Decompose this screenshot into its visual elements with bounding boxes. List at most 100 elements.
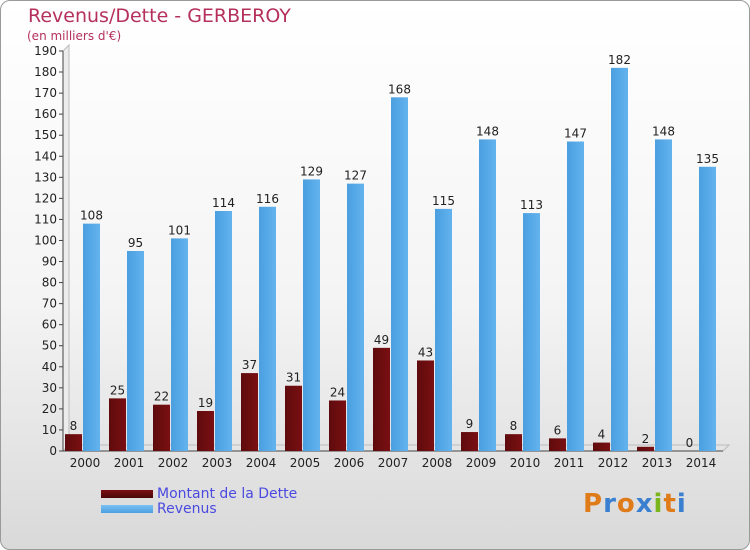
bar-dette bbox=[461, 432, 478, 451]
chart-subtitle: (en milliers d'€) bbox=[27, 29, 122, 43]
bar-revenus bbox=[391, 97, 408, 451]
chart-title: Revenus/Dette - GERBEROY bbox=[28, 5, 291, 27]
bar-revenus bbox=[347, 183, 364, 451]
y-tick-label: 10 bbox=[42, 423, 57, 437]
bar-revenus bbox=[655, 139, 672, 451]
data-label: 37 bbox=[242, 358, 257, 372]
data-label: 43 bbox=[418, 345, 433, 359]
y-tick-label: 190 bbox=[34, 44, 57, 58]
x-tick-label: 2014 bbox=[686, 456, 717, 470]
data-label: 49 bbox=[374, 333, 389, 347]
legend-label-dette: Montant de la Dette bbox=[157, 486, 298, 502]
data-label: 0 bbox=[686, 436, 694, 450]
data-label: 2 bbox=[642, 432, 650, 446]
x-tick-label: 2006 bbox=[334, 456, 365, 470]
legend-label-revenus: Revenus bbox=[157, 501, 217, 517]
x-tick-label: 2010 bbox=[510, 456, 541, 470]
data-label: 95 bbox=[128, 236, 143, 250]
data-label: 108 bbox=[80, 209, 103, 223]
data-label: 115 bbox=[432, 194, 455, 208]
data-label: 168 bbox=[388, 82, 411, 96]
legend-swatch-dette bbox=[101, 490, 153, 498]
x-tick-label: 2012 bbox=[598, 456, 629, 470]
data-label: 19 bbox=[198, 396, 213, 410]
x-tick-label: 2005 bbox=[290, 456, 321, 470]
y-tick-label: 150 bbox=[34, 128, 57, 142]
bar-dette bbox=[285, 385, 302, 451]
data-label: 148 bbox=[476, 124, 499, 138]
data-label: 25 bbox=[110, 383, 125, 397]
data-label: 9 bbox=[466, 417, 474, 431]
x-tick-label: 2004 bbox=[246, 456, 277, 470]
bar-dette bbox=[549, 438, 566, 451]
bar-revenus bbox=[303, 179, 320, 451]
y-tick-label: 40 bbox=[42, 360, 57, 374]
data-label: 147 bbox=[564, 127, 587, 141]
x-tick-label: 2011 bbox=[554, 456, 585, 470]
x-tick-label: 2002 bbox=[158, 456, 189, 470]
bar-dette bbox=[241, 373, 258, 451]
y-tick-label: 140 bbox=[34, 149, 57, 163]
data-label: 182 bbox=[608, 53, 631, 67]
y-tick-label: 90 bbox=[42, 255, 57, 269]
data-label: 114 bbox=[212, 196, 235, 210]
x-tick-label: 2001 bbox=[114, 456, 145, 470]
x-tick-label: 2008 bbox=[422, 456, 453, 470]
y-tick-label: 60 bbox=[42, 318, 57, 332]
bar-dette bbox=[65, 434, 82, 451]
bar-revenus bbox=[567, 141, 584, 452]
bar-dette bbox=[417, 360, 434, 451]
bar-revenus bbox=[523, 213, 540, 451]
y-tick-label: 100 bbox=[34, 233, 57, 247]
bar-dette bbox=[505, 434, 522, 451]
bar-dette bbox=[153, 404, 170, 451]
data-label: 24 bbox=[330, 385, 345, 399]
bar-revenus bbox=[435, 208, 452, 451]
y-tick-label: 80 bbox=[42, 276, 57, 290]
data-label: 31 bbox=[286, 371, 301, 385]
bar-revenus bbox=[479, 139, 496, 451]
x-tick-label: 2000 bbox=[70, 456, 101, 470]
x-tick-label: 2013 bbox=[642, 456, 673, 470]
data-label: 127 bbox=[344, 169, 367, 183]
bar-dette bbox=[109, 398, 126, 451]
y-tick-label: 70 bbox=[42, 297, 57, 311]
x-tick-label: 2009 bbox=[466, 456, 497, 470]
y-tick-label: 130 bbox=[34, 170, 57, 184]
bar-revenus bbox=[127, 251, 144, 451]
y-tick-label: 50 bbox=[42, 339, 57, 353]
data-label: 101 bbox=[168, 223, 191, 237]
bar-dette bbox=[637, 446, 654, 451]
y-tick-label: 180 bbox=[34, 65, 57, 79]
bar-dette bbox=[329, 400, 346, 451]
axis-wall bbox=[62, 43, 70, 453]
data-label: 8 bbox=[510, 419, 518, 433]
x-tick-label: 2007 bbox=[378, 456, 409, 470]
data-label: 148 bbox=[652, 124, 675, 138]
y-tick-label: 0 bbox=[49, 444, 57, 458]
bar-dette bbox=[197, 411, 214, 451]
bar-dette bbox=[593, 442, 610, 451]
bar-revenus bbox=[83, 223, 100, 451]
data-label: 113 bbox=[520, 198, 543, 212]
y-tick-label: 30 bbox=[42, 381, 57, 395]
y-tick-label: 110 bbox=[34, 212, 57, 226]
y-tick-label: 160 bbox=[34, 107, 57, 121]
proxiti-logo: Proxiti bbox=[583, 489, 687, 519]
bar-revenus bbox=[259, 206, 276, 451]
bar-revenus bbox=[699, 166, 716, 451]
data-label: 6 bbox=[554, 423, 562, 437]
data-label: 8 bbox=[70, 419, 78, 433]
bar-revenus bbox=[171, 238, 188, 451]
y-tick-label: 170 bbox=[34, 86, 57, 100]
data-label: 22 bbox=[154, 390, 169, 404]
bar-revenus bbox=[611, 67, 628, 451]
x-tick-label: 2003 bbox=[202, 456, 233, 470]
bar-dette bbox=[373, 347, 390, 451]
data-label: 4 bbox=[598, 428, 606, 442]
legend-swatch-revenus bbox=[101, 505, 153, 513]
data-label: 135 bbox=[696, 152, 719, 166]
bar-revenus bbox=[215, 211, 232, 451]
